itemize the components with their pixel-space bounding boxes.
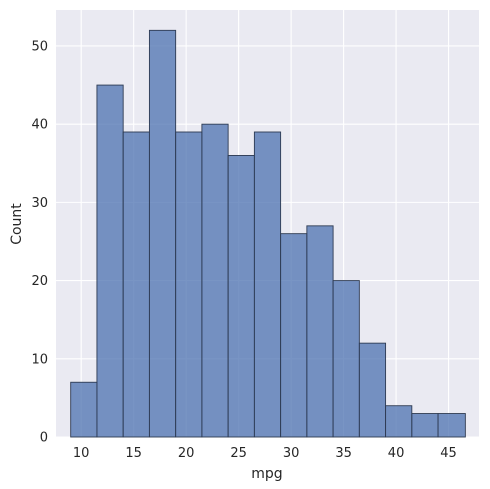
histogram-bar <box>253 131 282 438</box>
y-tick-label: 10 <box>31 352 48 367</box>
histogram-bar <box>411 413 439 438</box>
y-axis-label: Count <box>9 203 25 245</box>
y-axis-ticks: 0 10 20 30 40 50 <box>31 39 48 445</box>
histogram-bar <box>201 123 229 438</box>
y-tick-label: 50 <box>31 39 48 54</box>
histogram-bar <box>437 413 466 438</box>
histogram-bar <box>148 29 177 438</box>
histogram-bar <box>96 84 124 438</box>
histogram-bar <box>175 131 203 438</box>
x-tick-label: 10 <box>73 446 90 461</box>
x-tick-label: 15 <box>125 446 142 461</box>
y-tick-label: 40 <box>31 118 48 133</box>
histogram-bar <box>385 405 413 438</box>
histogram-bars <box>70 29 466 438</box>
x-tick-label: 30 <box>283 446 300 461</box>
histogram-bar <box>280 233 308 438</box>
x-tick-label: 35 <box>335 446 352 461</box>
histogram-bar <box>227 155 255 438</box>
histogram-bar <box>358 342 387 438</box>
histogram-bar <box>122 131 150 438</box>
x-tick-label: 25 <box>230 446 247 461</box>
y-tick-label: 0 <box>40 431 48 446</box>
y-tick-label: 20 <box>31 274 48 289</box>
histogram-bar <box>306 225 334 438</box>
histogram-bar <box>70 381 98 438</box>
x-tick-label: 45 <box>440 446 457 461</box>
x-tick-label: 40 <box>388 446 405 461</box>
y-tick-label: 30 <box>31 196 48 211</box>
x-axis-ticks: 10 15 20 25 30 35 40 45 <box>73 446 457 461</box>
x-axis-label: mpg <box>251 466 282 482</box>
x-tick-label: 20 <box>178 446 195 461</box>
histogram-bar <box>332 280 360 438</box>
